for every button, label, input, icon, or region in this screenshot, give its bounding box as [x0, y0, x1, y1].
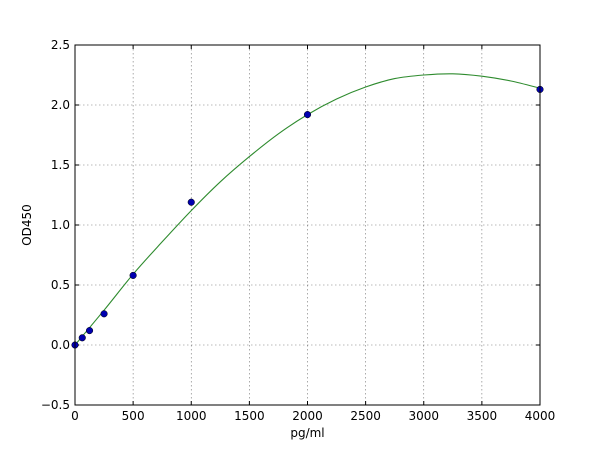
data-point [129, 271, 137, 279]
y-tick-label: 0.0 [51, 338, 70, 352]
y-tick-label: 2.0 [51, 98, 70, 112]
x-tick-label: 3500 [467, 409, 498, 423]
x-tick-label: 2500 [350, 409, 381, 423]
data-point [187, 198, 195, 206]
x-tick-label: 3000 [408, 409, 439, 423]
grid [75, 45, 540, 405]
x-axis-title: pg/ml [290, 426, 324, 440]
plot-frame [74, 44, 541, 406]
data-point [303, 111, 312, 119]
y-tick-label: 0.5 [51, 278, 70, 292]
y-tick-label: −0.5 [41, 398, 70, 412]
x-tick-label: 2000 [292, 409, 323, 423]
x-axis-ticks: 0 500 1000 1500 2000 2500 3000 3500 4000 [71, 45, 555, 423]
y-axis-ticks: −0.5 0.0 0.5 1.0 1.5 2.0 2.5 [41, 38, 540, 412]
x-tick-label: 0 [71, 409, 79, 423]
y-axis-title: OD450 [20, 204, 34, 246]
y-tick-label: 1.0 [51, 218, 70, 232]
y-tick-label: 1.5 [51, 158, 70, 172]
y-tick-label: 2.5 [51, 38, 70, 52]
x-tick-label: 1500 [234, 409, 265, 423]
data-point [85, 327, 94, 335]
x-tick-label: 4000 [525, 409, 556, 423]
x-tick-label: 1000 [176, 409, 207, 423]
data-point [100, 310, 108, 318]
data-point [78, 334, 86, 342]
x-tick-label: 500 [122, 409, 145, 423]
